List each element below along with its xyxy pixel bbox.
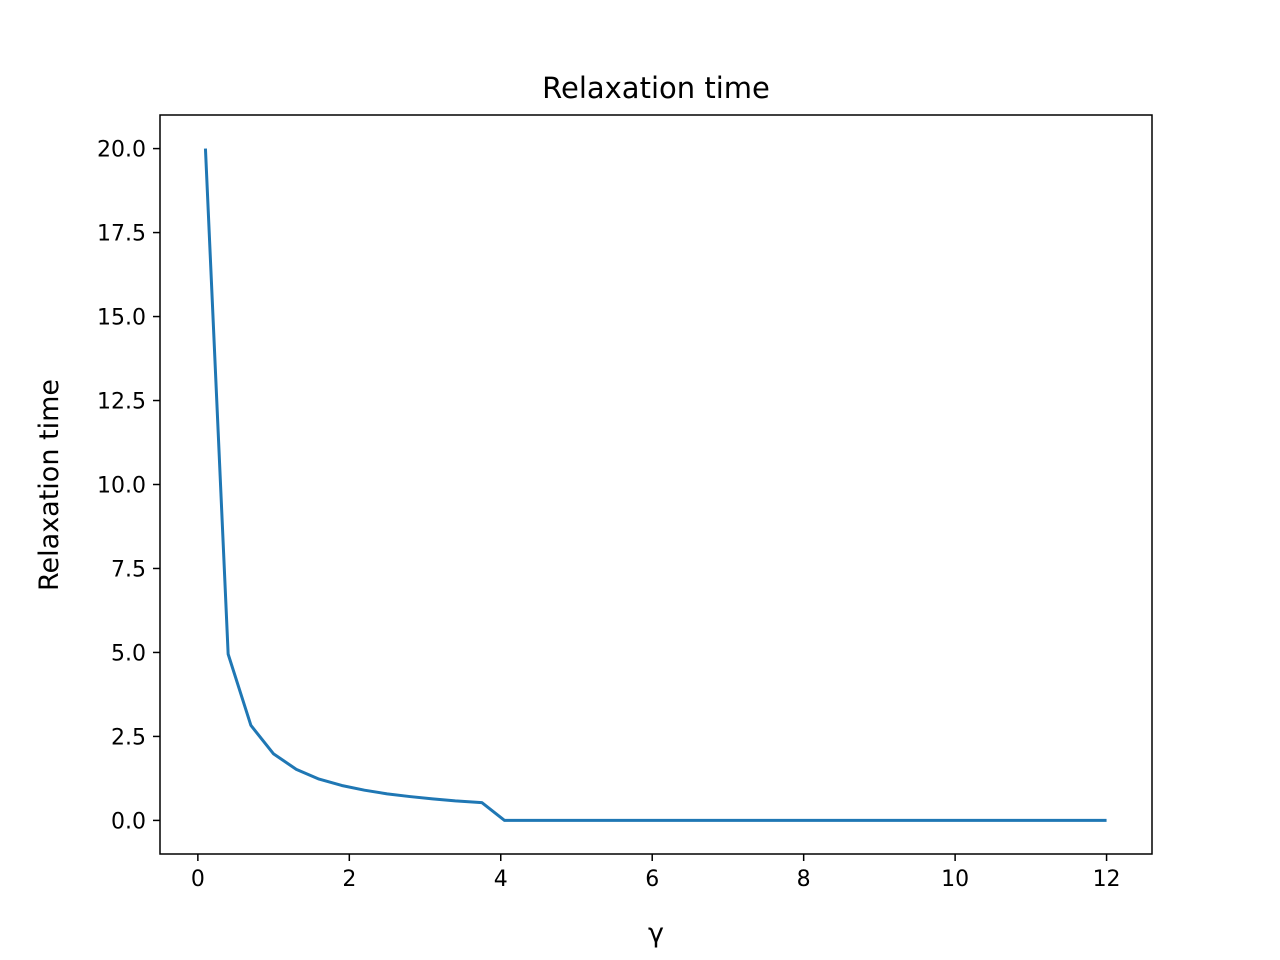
x-tick-label: 0 [191, 867, 205, 892]
y-tick-label: 0.0 [111, 809, 146, 834]
x-tick-label: 2 [342, 867, 356, 892]
y-tick-label: 10.0 [97, 474, 146, 499]
x-tick-label: 6 [645, 867, 659, 892]
series-line [203, 148, 1107, 822]
plot-frame [159, 114, 1153, 855]
x-tick-label: 4 [494, 867, 508, 892]
plot-area [203, 148, 1107, 822]
x-tick-label: 8 [797, 867, 811, 892]
y-tick-label: 5.0 [111, 641, 146, 666]
x-axis-label: γ [648, 918, 664, 949]
y-tick-label: 12.5 [97, 390, 146, 415]
x-axis: 0 2 4 6 8 10 12 [191, 854, 1121, 892]
y-tick-label: 15.0 [97, 306, 146, 331]
y-axis-label: Relaxation time [34, 379, 65, 591]
y-tick-label: 17.5 [97, 222, 146, 247]
x-tick-label: 12 [1093, 867, 1121, 892]
x-tick-label: 10 [941, 867, 969, 892]
y-tick-label: 7.5 [111, 557, 146, 582]
chart-title: Relaxation time [542, 71, 770, 105]
y-tick-label: 20.0 [97, 138, 146, 163]
y-tick-label: 2.5 [111, 725, 146, 750]
y-axis: 0.0 2.5 5.0 7.5 10.0 12.5 15.0 17.5 20.0 [97, 138, 160, 834]
